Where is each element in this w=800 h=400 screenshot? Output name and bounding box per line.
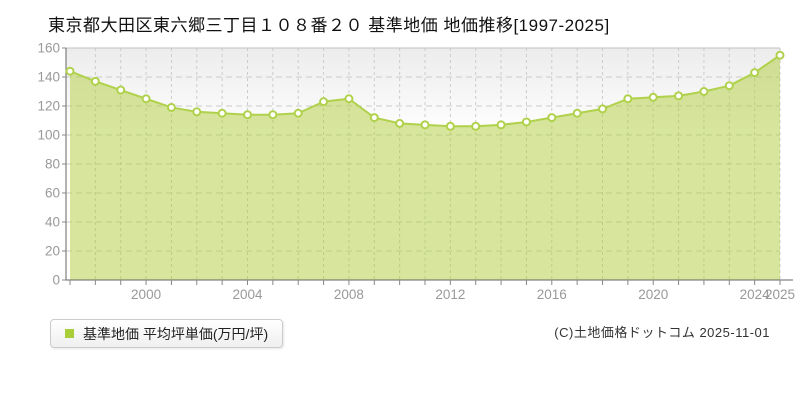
svg-text:2025: 2025 <box>765 287 795 302</box>
svg-text:80: 80 <box>45 157 60 172</box>
svg-text:120: 120 <box>37 99 60 114</box>
svg-text:2008: 2008 <box>334 287 364 302</box>
legend: 基準地価 平均坪単価(万円/坪) <box>50 319 284 348</box>
svg-text:0: 0 <box>52 273 60 288</box>
svg-text:2020: 2020 <box>638 287 668 302</box>
svg-text:100: 100 <box>37 128 60 143</box>
svg-text:160: 160 <box>37 41 60 56</box>
svg-text:2012: 2012 <box>435 287 465 302</box>
svg-text:2016: 2016 <box>537 287 567 302</box>
page-title: 東京都大田区東六郷三丁目１０８番２０ 基準地価 地価推移[1997-2025] <box>48 16 610 35</box>
svg-text:60: 60 <box>45 186 60 201</box>
svg-text:2004: 2004 <box>232 287 263 302</box>
svg-text:140: 140 <box>37 70 60 85</box>
svg-text:2024: 2024 <box>740 287 771 302</box>
svg-text:2000: 2000 <box>131 287 161 302</box>
svg-text:20: 20 <box>45 244 60 259</box>
copyright-text: (C)土地価格ドットコム 2025-11-01 <box>554 325 770 340</box>
legend-swatch-icon <box>65 329 74 338</box>
svg-text:40: 40 <box>45 215 60 230</box>
legend-label: 基準地価 平均坪単価(万円/坪) <box>83 325 269 342</box>
